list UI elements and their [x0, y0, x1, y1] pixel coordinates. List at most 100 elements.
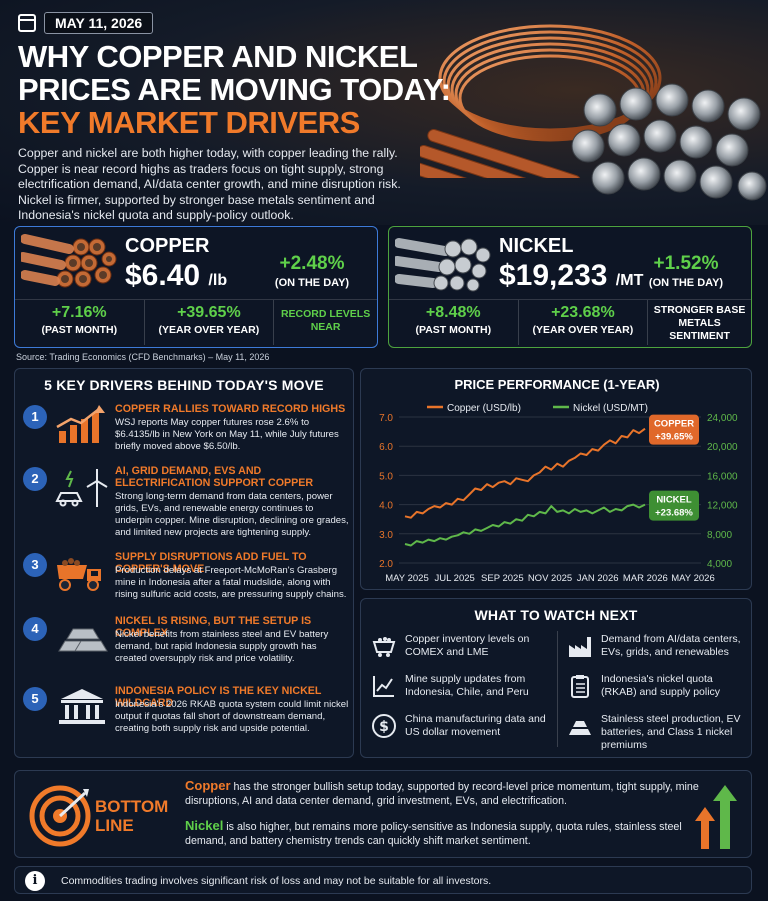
line-chart-icon — [373, 676, 394, 697]
x-tick-label: MAY 2025 — [385, 573, 428, 584]
copper-word: Copper — [185, 778, 231, 793]
x-tick-label: JAN 2026 — [577, 573, 619, 584]
x-tick-label: JUL 2025 — [435, 573, 475, 584]
copper-day-pct: +2.48% — [279, 253, 345, 274]
legend-label: Nickel (USD/MT) — [573, 403, 648, 414]
copper-price: $6.40 /lb — [125, 259, 227, 293]
y-right-tick-label: 24,000 — [707, 413, 738, 424]
disclaimer-bar: i Commodities trading involves significa… — [14, 866, 752, 894]
nickel-rods-icon — [571, 83, 767, 201]
driver-number: 2 — [23, 467, 47, 491]
copper-stats: +7.16% (PAST MONTH) +39.65% (YEAR OVER Y… — [15, 299, 377, 345]
bottom-label-1: BOTTOM — [95, 797, 169, 816]
price-chart: PRICE PERFORMANCE (1-YEAR) Copper (USD/l… — [379, 377, 738, 584]
copper-month-label: (PAST MONTH) — [41, 324, 118, 336]
calendar-icon — [18, 14, 36, 32]
price-chart-panel: PRICE PERFORMANCE (1-YEAR) Copper (USD/l… — [360, 368, 752, 590]
watch-title: WHAT TO WATCH NEXT — [474, 607, 638, 623]
driver-text: Strong long-term demand from data center… — [115, 491, 349, 538]
y-left-tick-label: 5.0 — [379, 471, 393, 482]
y-left-tick-label: 2.0 — [379, 559, 393, 570]
nickel-note-stat: STRONGER BASE METALS SENTIMENT — [648, 300, 751, 345]
bottom-line-panel: BOTTOM LINE Copper has the stronger bull… — [14, 770, 752, 858]
driver-title: SUPPLY DISRUPTIONS ADD FUEL TO COPPER'S … — [115, 551, 307, 575]
y-right-tick-label: 4,000 — [707, 559, 732, 570]
nickel-note: STRONGER BASE METALS SENTIMENT — [653, 304, 746, 342]
bottom-label-2: LINE — [95, 816, 134, 835]
driver-number: 4 — [23, 617, 47, 641]
driver-title: COPPER RALLIES TOWARD RECORD HIGHS — [115, 403, 346, 415]
watch-text: China manufacturing data and US dollar m… — [405, 713, 546, 738]
driver-text: WSJ reports May copper futures rose 2.6%… — [115, 417, 339, 452]
copper-name: COPPER — [125, 235, 210, 257]
y-right-tick-label: 12,000 — [707, 501, 738, 512]
copper-note-stat: RECORD LEVELS NEAR — [274, 300, 377, 345]
nickel-year-label: (YEAR OVER YEAR) — [532, 324, 634, 336]
title-accent: KEY MARKET DRIVERS — [18, 105, 360, 140]
target-icon — [29, 785, 91, 847]
y-right-tick-label: 16,000 — [707, 471, 738, 482]
metal-bars-icon — [569, 721, 591, 735]
copper-day-change: +2.48% (ON THE DAY) — [257, 253, 367, 289]
copper-month-stat: +7.16% (PAST MONTH) — [15, 300, 145, 345]
driver-number: 1 — [23, 405, 47, 429]
copper-price-value: $6.40 — [125, 259, 201, 292]
copper-summary: has the stronger bullish setup today, su… — [185, 781, 699, 807]
dollar-icon: $ — [372, 714, 396, 738]
y-left-tick-label: 3.0 — [379, 530, 393, 541]
chart-title: PRICE PERFORMANCE (1-YEAR) — [454, 377, 659, 392]
date-text: MAY 11, 2026 — [44, 12, 154, 34]
nickel-day-pct: +1.52% — [653, 253, 719, 274]
callout-change: +23.68% — [655, 508, 693, 519]
watch-panel: WHAT TO WATCH NEXT Copper inventory leve… — [360, 598, 752, 758]
date-badge: MAY 11, 2026 — [18, 12, 154, 34]
driver-text: Indonesia's 2026 RKAB quota system could… — [115, 699, 349, 734]
nickel-year-stat: +23.68% (YEAR OVER YEAR) — [519, 300, 649, 345]
y-right-tick-label: 20,000 — [707, 442, 738, 453]
driver-text: Production delays at Freeport-McMoRan's … — [115, 565, 347, 600]
title-line-1: WHY COPPER AND NICKEL — [18, 39, 418, 74]
nickel-price: $19,233 /MT — [499, 259, 643, 293]
driver-title: INDONESIA POLICY IS THE KEY NICKEL WILDC… — [115, 685, 322, 709]
drivers-panel: 5 KEY DRIVERS BEHIND TODAY'S MOVE 1 COPP… — [14, 368, 354, 758]
nickel-unit: /MT — [615, 272, 644, 289]
y-left-tick-label: 7.0 — [379, 413, 393, 424]
watch-divider — [557, 631, 558, 747]
bottom-copper-text: Copper has the stronger bullish setup to… — [185, 779, 700, 808]
copper-series-line — [404, 427, 646, 519]
factory-icon — [569, 637, 591, 657]
title-line-2: PRICES ARE MOVING TODAY: — [18, 72, 451, 107]
nickel-year-value: +23.68% — [551, 304, 615, 321]
nickel-word: Nickel — [185, 818, 224, 833]
metal-ingots-icon — [58, 628, 108, 652]
nickel-month-stat: +8.48% (PAST MONTH) — [389, 300, 519, 345]
copper-callout: COPPER +39.65% — [649, 414, 699, 445]
callout-name: NICKEL — [656, 495, 692, 506]
nickel-card: NICKEL $19,233 /MT +1.52% (ON THE DAY) +… — [388, 226, 752, 348]
y-left-tick-label: 6.0 — [379, 442, 393, 453]
bottom-line-label: BOTTOM LINE — [95, 797, 168, 835]
up-arrows-icon — [695, 785, 737, 849]
nickel-day-change: +1.52% (ON THE DAY) — [631, 253, 741, 289]
callout-box — [649, 414, 699, 445]
clipboard-icon — [571, 675, 589, 698]
callout-name: COPPER — [654, 419, 694, 430]
watch-text: Stainless steel production, EV batteries… — [601, 713, 741, 751]
copper-card: COPPER $6.40 /lb +2.48% (ON THE DAY) +7.… — [14, 226, 378, 348]
driver-number: 3 — [23, 553, 47, 577]
watch-text: Copper inventory levels on COMEX and LME — [405, 633, 530, 658]
copper-year-stat: +39.65% (YEAR OVER YEAR) — [145, 300, 275, 345]
x-tick-label: NOV 2025 — [528, 573, 572, 584]
copper-month-value: +7.16% — [51, 304, 107, 321]
nickel-series-line — [404, 503, 646, 547]
nickel-stats: +8.48% (PAST MONTH) +23.68% (YEAR OVER Y… — [389, 299, 751, 345]
source-line: Source: Trading Economics (CFD Benchmark… — [16, 352, 270, 362]
nickel-day-label: (ON THE DAY) — [648, 277, 724, 289]
disclaimer-text: Commodities trading involves significant… — [61, 875, 492, 887]
chart-legend: Copper (USD/lb) Nickel (USD/MT) — [427, 403, 648, 414]
ev-wind-icon — [55, 469, 108, 507]
bottom-nickel-text: Nickel is also higher, but remains more … — [185, 819, 700, 848]
nickel-summary: is also higher, but remains more policy-… — [185, 821, 682, 847]
y-right-tick-label: 8,000 — [707, 530, 732, 541]
legend-label: Copper (USD/lb) — [447, 403, 521, 414]
